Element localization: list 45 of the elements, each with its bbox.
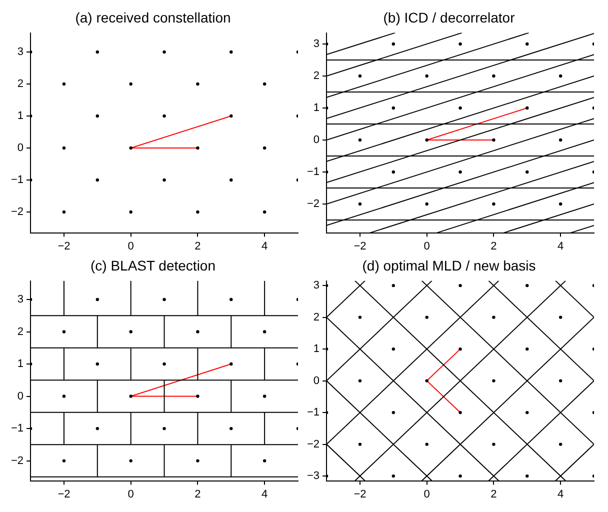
y-tick-label: −2: [306, 198, 320, 210]
y-tick-label: 2: [17, 78, 24, 90]
x-tick-label: 0: [128, 488, 134, 500]
x-tick-label: 0: [128, 240, 134, 252]
x-tick-label: 2: [490, 488, 497, 500]
x-tick-label: 4: [558, 488, 564, 500]
y-tick-label: 1: [17, 110, 24, 122]
x-tick-label: −2: [58, 488, 70, 500]
x-tick-label: 4: [558, 240, 564, 252]
y-tick-label: 0: [313, 374, 320, 387]
y-tick-label: 0: [17, 142, 24, 154]
y-tick-label: −1: [10, 174, 24, 186]
chart-title: (a) received constellation: [75, 9, 231, 26]
y-tick-label: 1: [313, 102, 320, 114]
chart-title: (c) BLAST detection: [90, 257, 216, 274]
y-tick-label: 3: [17, 294, 24, 306]
x-tick-label: 4: [262, 488, 268, 500]
x-tick-label: −2: [354, 240, 366, 252]
y-tick-label: 3: [313, 280, 320, 292]
x-tick-label: 0: [424, 488, 430, 500]
y-tick-label: 3: [313, 38, 320, 50]
y-tick-label: 0: [17, 390, 24, 402]
y-tick-label: −2: [306, 438, 320, 450]
y-tick-label: 2: [313, 70, 320, 82]
chart-title: (d) optimal MLD / new basis: [362, 257, 536, 274]
y-tick-label: 2: [17, 326, 24, 338]
y-tick-label: 2: [313, 311, 320, 324]
x-tick-label: 2: [194, 240, 201, 252]
y-tick-label: −1: [306, 166, 320, 178]
x-tick-label: 2: [490, 240, 497, 252]
y-tick-label: 3: [17, 46, 24, 58]
x-tick-label: 4: [262, 240, 268, 252]
y-tick-label: −1: [10, 422, 24, 435]
y-tick-label: 1: [313, 343, 320, 356]
chart-title: (b) ICD / decorrelator: [383, 9, 516, 26]
y-tick-label: 1: [17, 358, 24, 370]
x-tick-label: 0: [424, 240, 430, 252]
x-tick-label: −2: [58, 240, 70, 252]
x-tick-label: −2: [354, 488, 366, 500]
y-tick-label: −3: [306, 470, 320, 482]
y-tick-label: 0: [313, 134, 320, 146]
y-tick-label: −2: [10, 454, 24, 467]
x-tick-label: 2: [194, 488, 201, 500]
y-tick-label: −2: [10, 206, 24, 218]
y-tick-label: −1: [306, 406, 320, 419]
